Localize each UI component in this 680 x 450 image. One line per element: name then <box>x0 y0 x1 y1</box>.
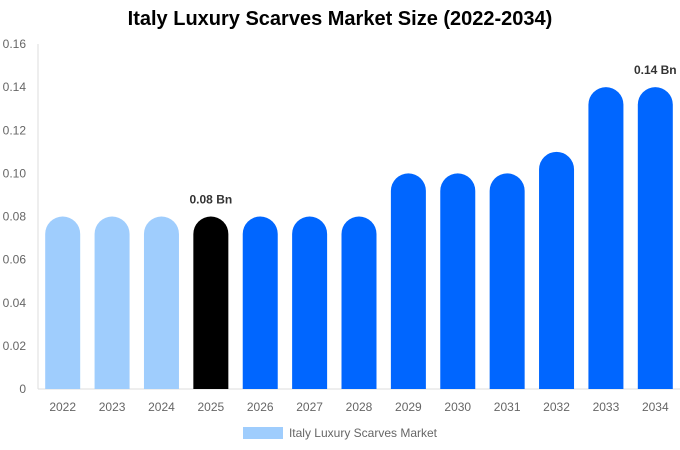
legend-swatch <box>242 427 283 439</box>
y-tick-label: 0.14 <box>3 80 27 94</box>
bar-2025 <box>193 216 229 389</box>
x-tick-label: 2029 <box>395 400 422 414</box>
bar-2026 <box>242 216 278 389</box>
x-tick-label: 2034 <box>642 400 669 414</box>
bar-2033 <box>588 87 624 389</box>
bar-2030 <box>440 173 476 389</box>
bar-2028 <box>341 216 377 389</box>
chart-bars <box>45 87 673 389</box>
x-tick-label: 2031 <box>494 400 521 414</box>
y-tick-label: 0.04 <box>3 296 27 310</box>
x-tick-label: 2033 <box>593 400 620 414</box>
chart-axes: 0 0.02 0.04 0.06 0.08 0.10 0.12 0.14 0.16 2022 202… <box>3 37 680 414</box>
data-label-2034: 0.14 Bn <box>634 63 677 77</box>
y-tick-label: 0.08 <box>3 210 27 224</box>
x-tick-label: 2030 <box>444 400 471 414</box>
x-tick-label: 2025 <box>197 400 224 414</box>
x-tick-label: 2024 <box>148 400 175 414</box>
y-tick-label: 0.12 <box>3 123 27 137</box>
bar-2027 <box>292 216 328 389</box>
chart-labels: 0.08 Bn 0.14 Bn <box>190 63 677 206</box>
x-tick-label: 2028 <box>346 400 373 414</box>
bar-2029 <box>390 173 426 389</box>
x-tick-label: 2022 <box>49 400 76 414</box>
y-tick-label: 0.10 <box>3 166 27 180</box>
x-tick-label: 2026 <box>247 400 274 414</box>
x-tick-label: 2032 <box>543 400 570 414</box>
legend: Italy Luxury Scarves Market <box>0 426 680 440</box>
bar-2032 <box>539 151 575 389</box>
bar-2022 <box>45 216 81 389</box>
bar-2023 <box>94 216 130 389</box>
y-tick-label: 0.02 <box>3 339 27 353</box>
y-tick-label: 0 <box>19 382 26 396</box>
y-tick-label: 0.16 <box>3 37 27 51</box>
x-tick-label: 2027 <box>296 400 323 414</box>
bar-2031 <box>489 173 525 389</box>
data-label-2025: 0.08 Bn <box>190 193 233 207</box>
legend-label: Italy Luxury Scarves Market <box>288 426 438 440</box>
bar-2024 <box>143 216 179 389</box>
x-tick-label: 2023 <box>99 400 126 414</box>
bar-2034 <box>637 87 673 389</box>
chart-title: Italy Luxury Scarves Market Size (2022-2… <box>127 8 553 30</box>
y-tick-label: 0.06 <box>3 253 27 267</box>
